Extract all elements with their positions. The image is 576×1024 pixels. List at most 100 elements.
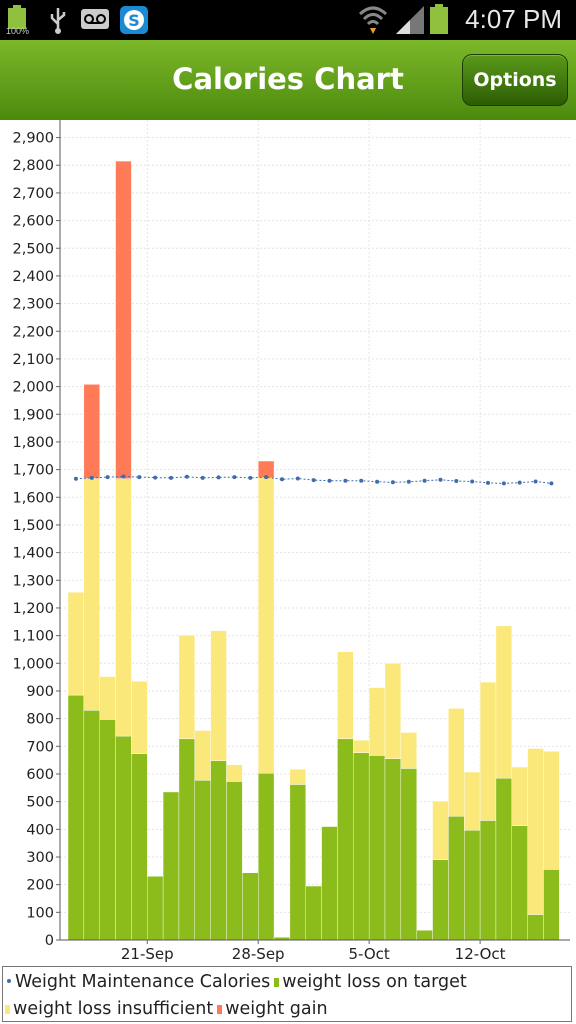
maintenance-point — [184, 474, 189, 479]
bar-insufficient — [67, 591, 85, 696]
y-tick-label: 2,700 — [12, 186, 54, 202]
bar-on-target — [368, 755, 386, 941]
maintenance-point — [438, 477, 443, 482]
bar-insufficient — [289, 769, 306, 785]
bar-insufficient — [131, 681, 148, 754]
bar-insufficient — [178, 634, 195, 740]
bar-insufficient — [258, 477, 275, 774]
legend-label-insufficient: weight loss insufficient — [13, 999, 214, 1019]
y-tick-label: 1,800 — [12, 435, 54, 451]
y-tick-label: 100 — [26, 905, 54, 921]
bar-insufficient — [194, 730, 211, 781]
bar-on-target — [194, 780, 211, 941]
bar-on-target — [384, 758, 402, 941]
maintenance-point — [311, 478, 316, 483]
bar-on-target — [210, 760, 227, 941]
bar-insufficient — [368, 687, 386, 756]
legend-label-on-target: weight loss on target — [282, 972, 467, 992]
insufficient-swatch-icon — [5, 1005, 10, 1014]
bar-insufficient — [543, 751, 560, 870]
voicemail-icon — [81, 9, 109, 29]
maintenance-point — [454, 479, 459, 483]
bar-insufficient — [353, 740, 370, 753]
bar-on-target — [242, 872, 259, 941]
y-tick-label: 2,000 — [12, 380, 54, 396]
y-tick-label: 700 — [26, 739, 54, 755]
y-tick-label: 2,200 — [12, 324, 54, 340]
y-tick-label: 2,400 — [12, 269, 54, 285]
maintenance-point — [153, 475, 158, 480]
bar-insufficient — [511, 766, 528, 826]
y-tick-label: 2,100 — [12, 352, 54, 368]
legend-item-maintenance: Weight Maintenance Calories — [5, 969, 270, 995]
legend-item-gain: weight gain — [217, 996, 328, 1022]
y-tick-label: 1,100 — [12, 629, 54, 645]
bar-on-target — [258, 772, 275, 941]
maintenance-point — [216, 475, 221, 480]
bar-on-target — [67, 694, 85, 941]
bar-insufficient — [400, 732, 417, 769]
maintenance-point — [343, 478, 348, 483]
maintenance-point — [280, 477, 284, 482]
bar-on-target — [416, 930, 433, 941]
bar-insufficient — [337, 651, 354, 740]
page-title: Calories Chart — [172, 62, 404, 96]
battery-level: 100% — [6, 26, 30, 36]
maintenance-point — [295, 476, 300, 481]
maintenance-point — [169, 475, 173, 480]
y-tick-label: 800 — [26, 712, 54, 728]
maintenance-point — [248, 475, 253, 480]
maintenance-point — [359, 478, 364, 483]
calories-chart: 0 100 200 300 400 500 600 700 800 900 1,000 1,100 1,… — [12, 120, 570, 963]
bar-on-target — [527, 914, 544, 941]
bar-insufficient — [432, 800, 449, 860]
y-tick-label: 200 — [26, 878, 54, 894]
bar-insufficient — [384, 663, 402, 759]
maintenance-point — [73, 476, 78, 481]
bar-on-target — [495, 777, 513, 941]
signal-icon — [396, 6, 424, 34]
battery-icon — [8, 5, 26, 29]
bar-on-target — [337, 738, 354, 941]
battery-full-icon — [430, 4, 448, 34]
x-tick-label: 21-Sep — [121, 945, 174, 963]
bar-on-target — [226, 781, 243, 941]
y-tick-label: 1,000 — [12, 656, 54, 672]
maintenance-point — [232, 475, 237, 480]
bar-insufficient — [448, 708, 465, 817]
bar-on-target — [147, 876, 164, 941]
maintenance-point — [375, 479, 380, 484]
bar-on-target — [353, 752, 370, 941]
y-tick-label: 2,300 — [12, 297, 54, 313]
maintenance-point — [486, 480, 490, 485]
y-tick-label: 1,500 — [12, 518, 54, 534]
maintenance-point — [470, 479, 475, 484]
bar-on-target — [543, 869, 560, 941]
x-tick-label: 5-Oct — [348, 945, 389, 963]
maintenance-point — [89, 475, 94, 480]
y-tick-label: 2,900 — [12, 131, 54, 147]
bar-on-target — [83, 710, 100, 941]
gain-swatch-icon — [217, 1005, 223, 1014]
bar-insufficient — [210, 630, 227, 761]
maintenance-point — [406, 479, 411, 484]
y-tick-label: 600 — [26, 767, 54, 783]
y-tick-label: 1,400 — [12, 546, 54, 562]
bar-insufficient — [83, 478, 100, 711]
legend-label-gain: weight gain — [225, 999, 328, 1019]
wifi-icon — [358, 6, 388, 34]
bar-on-target — [479, 820, 497, 941]
legend-label-maintenance: Weight Maintenance Calories — [15, 972, 271, 992]
bar-on-target — [115, 735, 132, 941]
maintenance-point — [422, 478, 427, 483]
y-tick-label: 300 — [26, 850, 54, 866]
maintenance-point — [533, 479, 538, 484]
y-tick-label: 500 — [26, 795, 54, 811]
y-tick-label: 2,500 — [12, 241, 54, 257]
options-button[interactable]: Options — [462, 54, 568, 106]
maintenance-point — [137, 475, 142, 480]
bar-gain — [83, 384, 100, 479]
maintenance-point — [121, 474, 126, 479]
bar-on-target — [131, 753, 148, 941]
y-tick-label: 1,900 — [12, 407, 54, 423]
